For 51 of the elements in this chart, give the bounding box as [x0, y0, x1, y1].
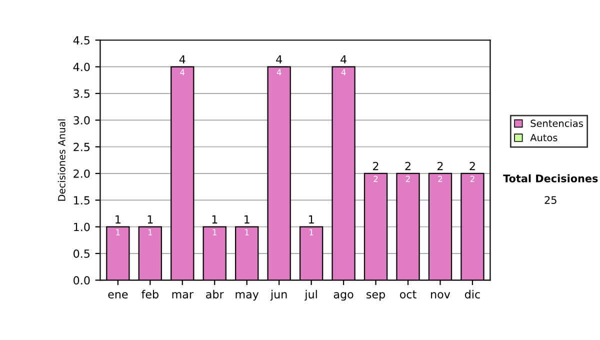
data-label: 4 [276, 69, 282, 76]
y-tick-label: 0.0 [74, 276, 90, 285]
legend-label: Sentencias [530, 119, 583, 128]
total-label: 2 [373, 162, 378, 170]
y-tick-label: 2.5 [74, 142, 90, 152]
text: 25 [544, 196, 556, 204]
y-tick-label: 4.5 [73, 36, 90, 44]
total-label: 1 [309, 215, 314, 224]
y-tick-label: 3.0 [74, 116, 90, 125]
data-label: 1 [310, 229, 314, 236]
y-axis-title: Decisiones Anual [58, 119, 66, 201]
x-tick-label: sep [366, 292, 386, 301]
total-label: 4 [179, 55, 186, 64]
data-label: 2 [406, 176, 410, 182]
y-tick-label: 1.5 [74, 196, 90, 205]
x-tick-label: ago [334, 292, 354, 301]
data-label: 1 [148, 229, 152, 236]
x-tick-label: oct [400, 290, 416, 298]
y-tick-label: 4.0 [73, 62, 90, 72]
data-label: 2 [374, 176, 378, 182]
data-label: 4 [341, 69, 346, 76]
y-tick-label: 3.5 [74, 89, 90, 98]
x-tick-label: jun [270, 290, 287, 301]
total-label: 2 [470, 162, 475, 170]
y-tick-label: 0.5 [74, 249, 90, 258]
y-tick-label: 2.0 [74, 169, 90, 178]
data-label: 1 [245, 229, 249, 236]
data-label: 1 [116, 229, 120, 236]
data-label: 2 [470, 176, 474, 182]
data-label: 1 [212, 229, 217, 236]
x-tick-label: jul [304, 290, 317, 301]
legend-label: Autos [530, 134, 558, 142]
x-tick-label: nov [431, 292, 450, 298]
x-tick-label: dic [464, 290, 480, 298]
x-tick-label: ene [108, 292, 128, 298]
text: Total Decisiones [503, 174, 598, 182]
x-tick-label: abr [206, 290, 224, 298]
x-tick-label: mar [172, 292, 194, 298]
total-label: 4 [276, 55, 282, 64]
total-label: 2 [438, 162, 443, 170]
y-tick-label: 1.0 [74, 222, 90, 232]
total-label: 1 [244, 215, 250, 224]
total-label: 2 [405, 162, 410, 170]
data-label: 2 [438, 176, 442, 182]
total-label: 1 [116, 215, 120, 224]
total-label: 1 [212, 215, 218, 224]
total-label: 1 [148, 215, 153, 224]
x-tick-label: may [236, 292, 259, 301]
total-label: 4 [340, 55, 346, 64]
x-tick-label: feb [142, 290, 158, 298]
data-label: 4 [180, 69, 185, 76]
